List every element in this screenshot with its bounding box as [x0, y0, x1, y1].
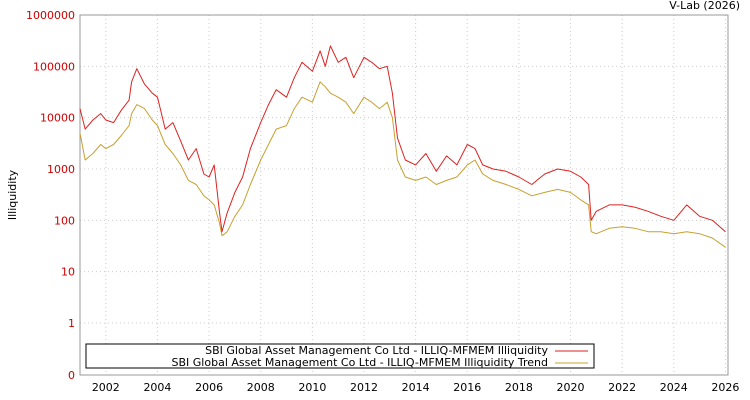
x-axis-ticks: 2002 2004 2006 2008 2010 2012 2014 2016 2018 2020…: [92, 381, 740, 394]
x-tick-label: 2024: [660, 381, 688, 394]
legend-box: [85, 343, 595, 369]
x-tick-label: 2026: [711, 381, 739, 394]
x-tick-label: 2006: [195, 381, 223, 394]
y-tick-label: 1000000: [26, 9, 75, 22]
grid: [80, 14, 728, 375]
x-tick-label: 2014: [402, 381, 430, 394]
x-tick-label: 2002: [92, 381, 120, 394]
y-tick-label: 0: [68, 369, 75, 382]
x-tick-label: 2004: [143, 381, 171, 394]
y-axis-label: Illiquidity: [6, 169, 19, 220]
x-tick-label: 2008: [247, 381, 275, 394]
legend: SBI Global Asset Management Co Ltd - ILL…: [85, 343, 595, 369]
y-tick-label: 10000: [40, 112, 75, 125]
y-tick-label: 1: [68, 317, 75, 330]
x-tick-label: 2010: [298, 381, 326, 394]
chart-credit: V-Lab (2026): [669, 0, 740, 12]
y-tick-label: 100: [54, 214, 75, 227]
series-line-illiquidity: [79, 45, 726, 233]
y-tick-label: 100000: [33, 60, 75, 73]
x-tick-label: 2018: [505, 381, 533, 394]
y-tick-label: 1000: [47, 163, 75, 176]
x-tick-label: 2012: [350, 381, 378, 394]
legend-label-illiquidity: SBI Global Asset Management Co Ltd - ILL…: [205, 344, 548, 357]
series-lines: [79, 45, 726, 248]
x-tick-label: 2020: [557, 381, 585, 394]
y-axis-ticks: 0 1 10 100 1000 10000 100000 1000000: [26, 9, 75, 382]
y-tick-label: 10: [61, 266, 75, 279]
x-tick-label: 2022: [608, 381, 636, 394]
legend-label-trend: SBI Global Asset Management Co Ltd - ILL…: [172, 356, 548, 369]
series-line-trend: [79, 81, 726, 248]
x-tick-label: 2016: [453, 381, 481, 394]
plot-frame: [79, 14, 729, 376]
